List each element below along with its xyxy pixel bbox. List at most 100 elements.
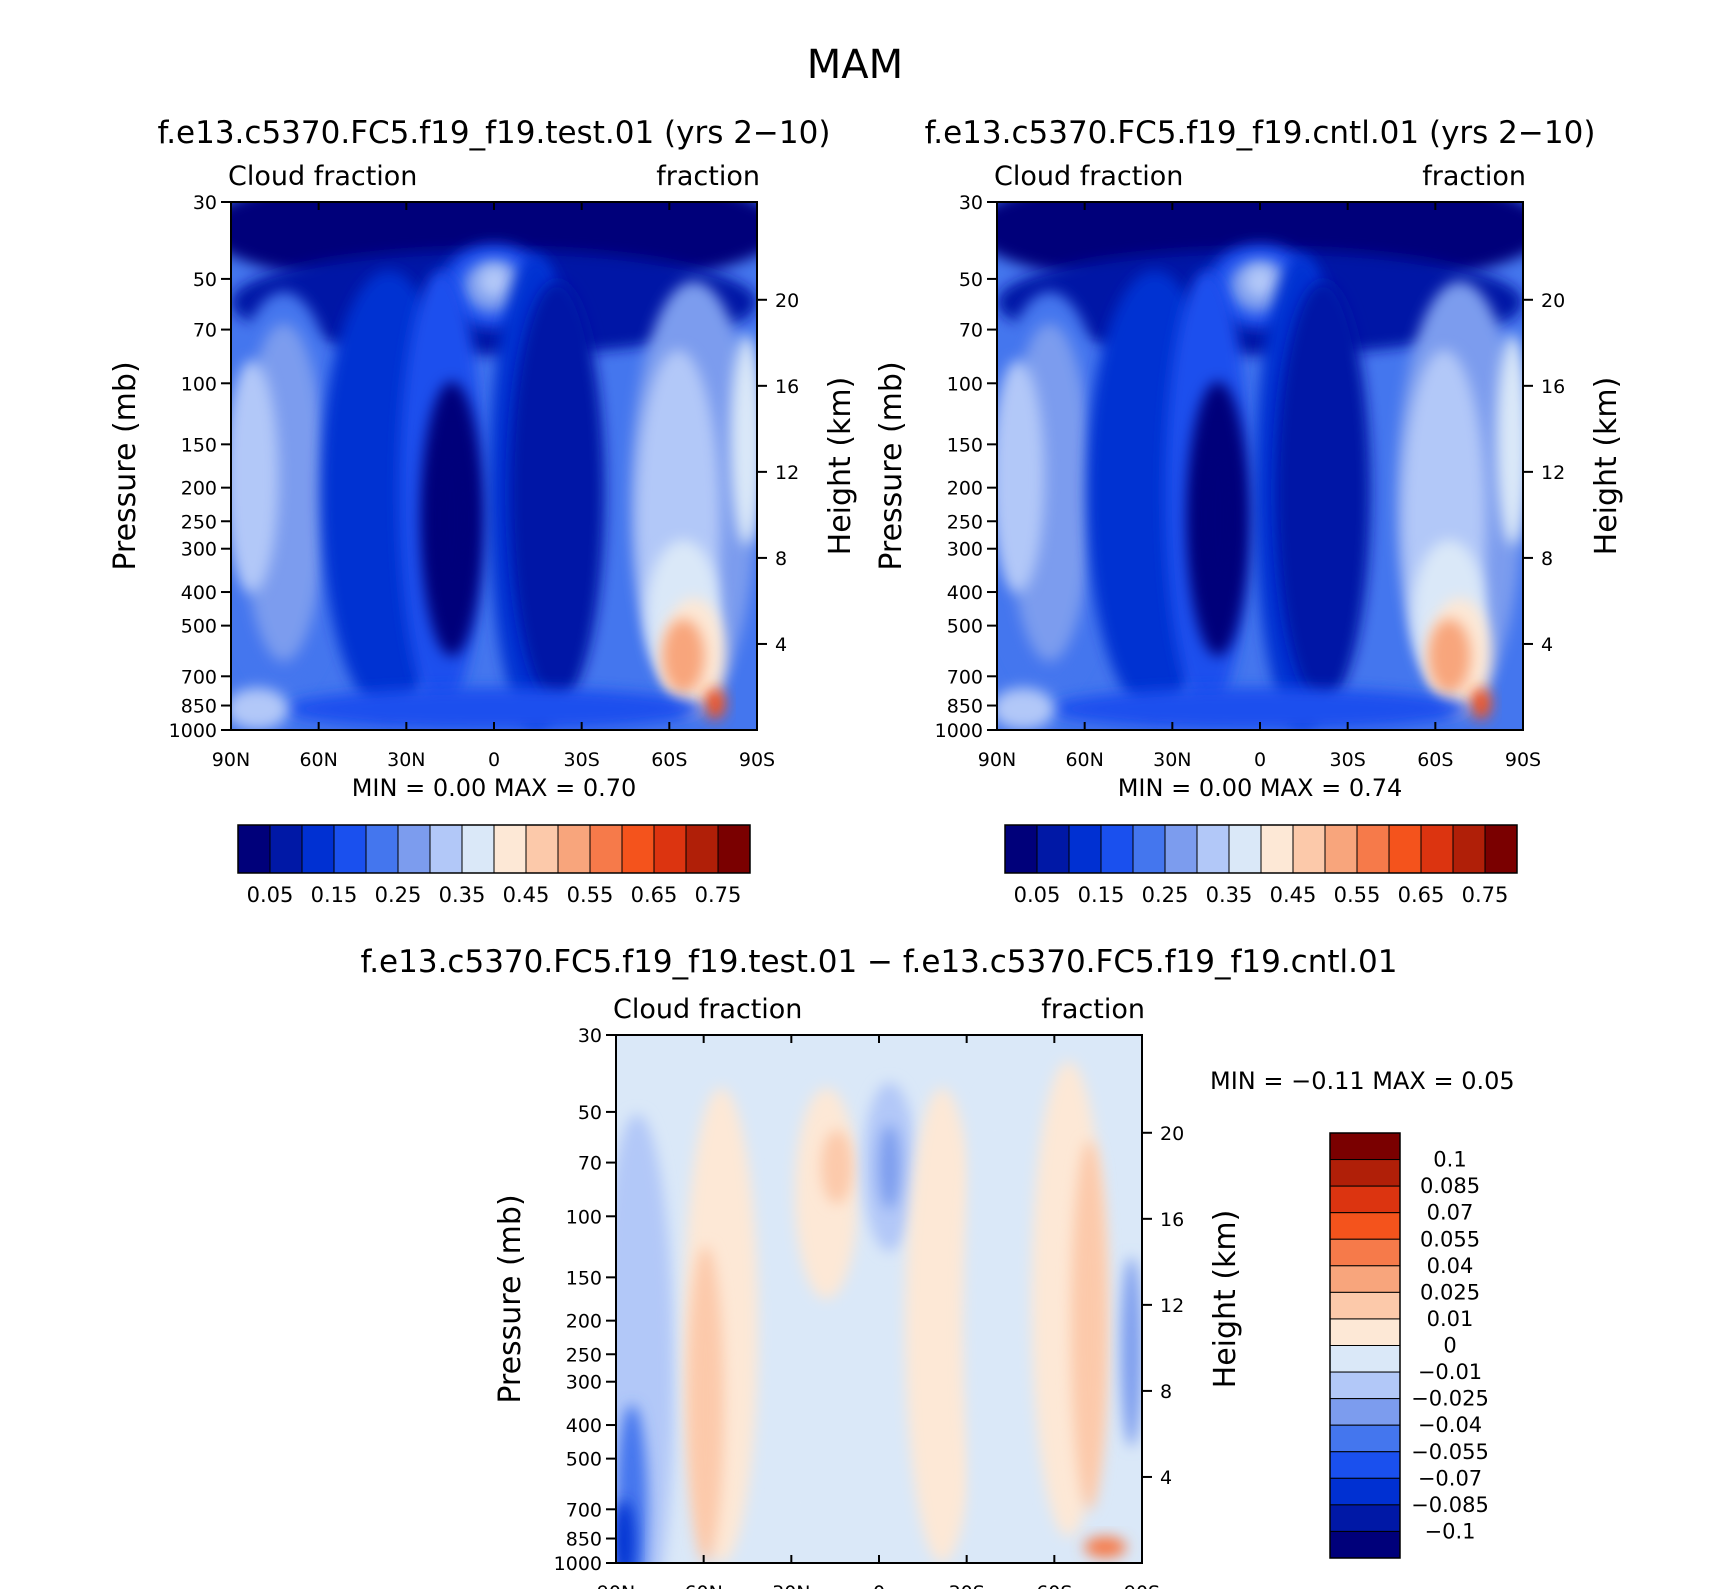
field-contour-region [616,1499,635,1563]
colorbar-swatch [365,824,399,874]
colorbar-label: 0.55 [1334,883,1381,907]
colorbar-label: 0.75 [695,883,742,907]
field-contour-region [231,360,279,593]
y-tick-label: 500 [566,1449,602,1471]
field-contour-region [1244,265,1276,298]
colorbar-label: 0.05 [247,883,294,907]
field-contour-region [478,265,510,298]
colorbar-label: 0.01 [1427,1307,1474,1331]
x-tick-label: 30S [1330,749,1366,771]
colorbar-cntl: 0.05 0.15 0.25 0.35 0.45 0.55 0.65 0.75 [1004,824,1518,907]
colorbar-label: 0.65 [631,883,678,907]
x-tick-label: 90N [597,1582,635,1589]
colorbar-swatch [1004,824,1038,874]
panel-right-label: fraction [656,161,760,192]
panel-diff: f.e13.c5370.FC5.f19_f19.test.01 − f.e13.… [361,944,1515,1594]
colorbar-swatch [1329,1530,1401,1559]
y-axis-title: Pressure (mb) [108,361,143,570]
colorbar-swatch [397,824,431,874]
colorbar-swatch [1329,1185,1401,1214]
colorbar-label: 0.025 [1420,1280,1480,1304]
y-tick-label: 700 [181,666,217,688]
panel-right-label: fraction [1041,994,1145,1025]
y-axis-title: Pressure (mb) [874,361,909,570]
y2-tick-label: 4 [775,634,787,656]
field-contour-region [231,687,289,730]
colorbar-swatch [269,824,303,874]
colorbar-swatch [1329,1504,1401,1532]
y-tick-label: 1000 [935,720,983,742]
y-tick-label: 850 [566,1529,602,1551]
y2-tick-label: 16 [775,376,799,398]
y-tick-label: 850 [181,696,217,718]
x-tick-label: 60S [1036,1582,1072,1589]
colorbar-label: −0.055 [1411,1440,1489,1464]
colorbar-swatch [653,824,687,874]
colorbar-swatch [557,824,591,874]
shaded-field [231,202,757,730]
panel-left-label: Cloud fraction [228,161,417,192]
x-tick-label: 30N [1153,749,1191,771]
x-tick-label: 30S [564,749,600,771]
min-max-label: MIN = −0.11 MAX = 0.05 [1210,1067,1515,1095]
colorbar-swatch [1329,1318,1401,1346]
colorbar-swatch [1329,1477,1401,1506]
colorbar-swatch [493,824,527,874]
colorbar-label: −0.07 [1418,1466,1482,1490]
colorbar-swatch [1484,824,1518,874]
colorbar-label: 0.04 [1427,1254,1474,1278]
y-tick-label: 1000 [554,1553,602,1575]
colorbar-swatch [717,824,751,874]
panel-test: f.e13.c5370.FC5.f19_f19.test.01 (yrs 2−1… [108,115,858,802]
colorbar-label: 0.15 [1078,883,1125,907]
field-contour-region [997,687,1055,730]
x-tick-label: 90N [212,749,250,771]
colorbar-label: 0.1 [1433,1148,1466,1172]
y-tick-label: 700 [566,1499,602,1521]
colorbar-swatch [589,824,623,874]
y-tick-label: 30 [578,1025,602,1047]
min-max-label: MIN = 0.00 MAX = 0.70 [352,774,637,802]
colorbar-label: 0.07 [1427,1201,1474,1225]
field-contour-region [509,281,605,704]
y-axis-title: Pressure (mb) [493,1194,528,1403]
y-tick-label: 50 [578,1102,602,1124]
y2-axis-title: Height (km) [823,377,858,556]
shaded-field [997,202,1523,730]
colorbar-frame [1004,824,1518,874]
y-tick-label: 50 [959,269,983,291]
colorbar-label: 0.65 [1398,883,1445,907]
y2-tick-label: 4 [1541,634,1553,656]
field-contour-region [1470,687,1492,720]
shaded-field [616,1035,1142,1563]
colorbar-label: 0.35 [1206,883,1253,907]
y-tick-label: 700 [947,666,983,688]
field-contour-region [433,434,471,604]
y-tick-label: 400 [566,1415,602,1437]
y2-tick-label: 16 [1160,1209,1184,1231]
colorbar-swatch [1388,824,1422,874]
colorbar-swatch [333,824,367,874]
panel-title: f.e13.c5370.FC5.f19_f19.test.01 − f.e13.… [361,944,1398,980]
colorbar-swatch [1420,824,1454,874]
colorbar-label: −0.025 [1411,1387,1489,1411]
colorbar-label: 0.25 [1142,883,1189,907]
y-tick-label: 1000 [169,720,217,742]
y-tick-label: 50 [193,269,217,291]
y2-tick-label: 12 [1160,1295,1184,1317]
colorbar-label: 0 [1443,1334,1456,1358]
y2-tick-label: 20 [1541,290,1565,312]
y-tick-label: 70 [193,320,217,342]
field-contour-region [1428,619,1471,694]
colorbar-label: −0.1 [1425,1519,1476,1543]
panel-left-label: Cloud fraction [994,161,1183,192]
colorbar-swatch [525,824,559,874]
y-tick-label: 100 [947,373,983,395]
colorbar-frame [237,824,751,874]
y-tick-label: 500 [181,616,217,638]
y-tick-label: 200 [566,1311,602,1333]
colorbar-swatch [1196,824,1230,874]
min-max-label: MIN = 0.00 MAX = 0.74 [1118,774,1403,802]
colorbar-label: 0.055 [1420,1227,1480,1251]
y-tick-label: 30 [193,192,217,214]
